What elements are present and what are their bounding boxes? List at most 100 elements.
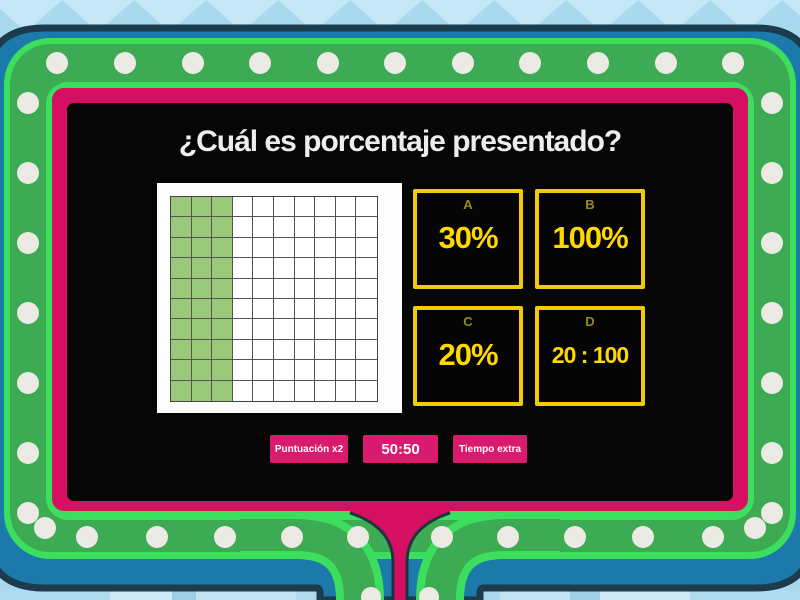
- grid-cell: [356, 237, 377, 259]
- grid-cell: [335, 339, 357, 361]
- background-triangle: [566, 0, 638, 32]
- answer-letter: A: [463, 197, 473, 212]
- light-bulb-dot: [761, 372, 783, 394]
- grid-cell: [335, 380, 357, 401]
- light-bulb-dot: [419, 587, 439, 600]
- answer-value: 20%: [438, 337, 498, 372]
- pedestal-pink-funnel: [350, 505, 450, 600]
- grid-cell: [335, 298, 357, 320]
- light-bulb-dot: [34, 517, 56, 539]
- light-bulb-dot: [761, 232, 783, 254]
- grid-cell: [212, 278, 233, 299]
- grid-cell: [294, 278, 316, 299]
- grid-cell: [356, 380, 377, 401]
- grid-cell: [356, 319, 377, 340]
- light-bulb-dot: [17, 372, 39, 394]
- background-triangle: [638, 0, 710, 32]
- background-block: [110, 590, 172, 600]
- light-bulb-dot: [702, 526, 724, 548]
- light-bulb-dot: [722, 52, 744, 74]
- grid-cell: [315, 237, 336, 259]
- grid-cell: [294, 258, 316, 279]
- powerup-extra-time-button[interactable]: Tiempo extra: [453, 435, 527, 463]
- grid-cell: [191, 197, 213, 218]
- light-bulbs: [17, 52, 783, 600]
- grid-cell: [274, 319, 295, 340]
- grid-cell: [294, 197, 316, 218]
- grid-cell: [212, 258, 233, 279]
- light-bulb-dot: [17, 442, 39, 464]
- grid-cell: [191, 360, 213, 381]
- grid-cell: [356, 278, 377, 299]
- background-triangle: [710, 0, 782, 32]
- grid-cell: [253, 258, 274, 279]
- background-triangle: [206, 0, 278, 32]
- grid-cell: [274, 217, 295, 238]
- grid-cell: [171, 278, 192, 299]
- grid-cell: [171, 197, 192, 218]
- grid-cell: [232, 217, 254, 238]
- answer-value: 20 : 100: [551, 342, 629, 368]
- hundred-grid: [170, 196, 378, 402]
- background-triangle-pattern: [0, 0, 800, 32]
- grid-cell: [232, 237, 254, 259]
- background-block: [600, 590, 690, 600]
- grid-cell: [335, 217, 357, 238]
- grid-cell: [191, 237, 213, 259]
- light-bulb-dot: [519, 52, 541, 74]
- grid-cell: [171, 237, 192, 259]
- grid-cell: [212, 339, 233, 361]
- grid-cell: [356, 339, 377, 361]
- grid-cell: [315, 298, 336, 320]
- light-bulb-dot: [497, 526, 519, 548]
- background-triangle: [0, 0, 62, 32]
- light-bulb-dot: [281, 526, 303, 548]
- grid-cell: [294, 319, 316, 340]
- grid-cell: [294, 360, 316, 381]
- grid-cell: [253, 380, 274, 401]
- grid-cell: [315, 380, 336, 401]
- grid-cell: [315, 258, 336, 279]
- grid-cell: [212, 197, 233, 218]
- grid-cell: [191, 258, 213, 279]
- answer-option-c[interactable]: C 20%: [413, 306, 523, 406]
- answer-option-a[interactable]: A 30%: [413, 189, 523, 289]
- answer-option-b[interactable]: B 100%: [535, 189, 645, 289]
- grid-cell: [212, 217, 233, 238]
- grid-cell: [274, 380, 295, 401]
- grid-cell: [232, 360, 254, 381]
- grid-cell: [253, 298, 274, 320]
- percentage-grid-figure: [157, 183, 402, 413]
- grid-cell: [253, 217, 274, 238]
- answer-letter: B: [585, 197, 595, 212]
- light-bulb-dot: [761, 442, 783, 464]
- answer-option-d[interactable]: D 20 : 100: [535, 306, 645, 406]
- grid-cell: [274, 237, 295, 259]
- background-triangle: [422, 0, 494, 32]
- light-bulb-dot: [587, 52, 609, 74]
- grid-cell: [212, 319, 233, 340]
- grid-cell: [232, 319, 254, 340]
- light-bulb-dot: [182, 52, 204, 74]
- powerup-double-points-button[interactable]: Puntuación x2: [270, 435, 348, 463]
- grid-cell: [171, 380, 192, 401]
- grid-cell: [191, 380, 213, 401]
- grid-cell: [212, 298, 233, 320]
- light-bulb-dot: [564, 526, 586, 548]
- light-bulb-dot: [17, 302, 39, 324]
- grid-cell: [191, 319, 213, 340]
- answer-letter: D: [585, 314, 595, 329]
- light-bulb-dot: [146, 526, 168, 548]
- grid-cell: [274, 278, 295, 299]
- answer-letter: C: [463, 314, 473, 329]
- light-bulb-dot: [361, 587, 381, 600]
- grid-cell: [232, 197, 254, 218]
- grid-cell: [274, 360, 295, 381]
- grid-cell: [335, 197, 357, 218]
- light-bulb-dot: [76, 526, 98, 548]
- grid-cell: [294, 217, 316, 238]
- grid-cell: [274, 298, 295, 320]
- powerup-fifty-fifty-button[interactable]: 50:50: [363, 435, 438, 463]
- background-block: [500, 590, 570, 600]
